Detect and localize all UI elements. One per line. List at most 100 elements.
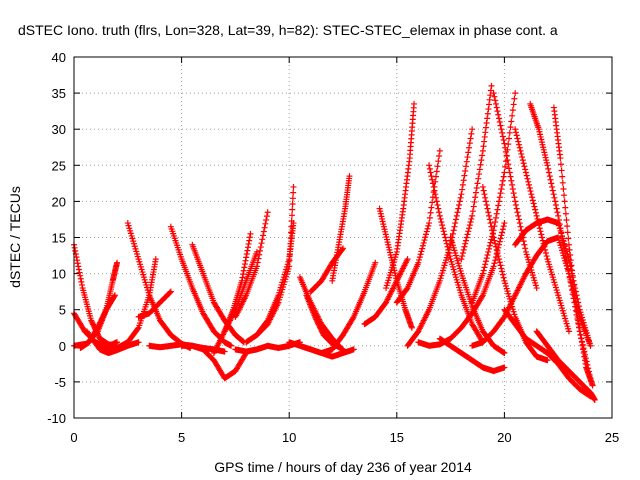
data-point (436, 153, 443, 160)
series-arc-07 (103, 256, 159, 353)
data-point (498, 232, 505, 239)
data-point (446, 249, 453, 256)
data-point (419, 242, 426, 249)
data-point (492, 214, 499, 221)
series-arc-17 (253, 220, 297, 338)
data-point (429, 176, 436, 183)
data-point (522, 270, 529, 277)
data-point (500, 223, 507, 230)
series-arc-45 (415, 220, 508, 349)
data-point (465, 149, 472, 156)
data-point (480, 187, 487, 194)
data-point (498, 126, 505, 133)
data-point (523, 172, 530, 179)
data-point (242, 257, 249, 264)
data-point (517, 147, 524, 154)
data-point (486, 242, 493, 249)
data-point (493, 251, 500, 258)
data-point (496, 194, 503, 201)
data-point (486, 212, 493, 219)
data-point (456, 202, 463, 209)
x-axis-label: GPS time / hours of day 236 of year 2014 (214, 459, 472, 475)
data-point (497, 122, 504, 129)
data-point (240, 271, 247, 278)
data-point (468, 130, 475, 137)
data-point (426, 220, 433, 227)
data-point (263, 216, 270, 223)
data-point (441, 231, 448, 238)
data-point (419, 245, 426, 252)
data-point (429, 180, 436, 187)
data-point (483, 120, 490, 127)
data-point (449, 230, 456, 237)
data-point (532, 206, 539, 213)
series-arc-26 (376, 205, 415, 331)
data-point (450, 227, 457, 234)
data-point (492, 240, 499, 247)
data-point (527, 188, 534, 195)
data-point (501, 220, 508, 227)
data-point (495, 111, 502, 118)
data-point (481, 133, 488, 140)
data-point (482, 124, 489, 131)
data-point (516, 141, 523, 148)
data-point (568, 266, 575, 273)
data-point (496, 238, 503, 245)
data-point (246, 234, 253, 241)
y-tick-label: 0 (59, 339, 66, 354)
y-tick-label: 5 (59, 303, 66, 318)
data-point (482, 129, 489, 136)
data-point (506, 169, 513, 176)
data-point (500, 173, 507, 180)
data-point (517, 223, 524, 230)
data-point (521, 241, 528, 248)
data-point (480, 143, 487, 150)
data-point (245, 240, 252, 247)
data-point (549, 183, 556, 190)
data-point (576, 328, 583, 335)
data-point (456, 198, 463, 205)
data-point (525, 178, 532, 185)
data-point (257, 244, 264, 251)
data-point (522, 166, 529, 173)
plot-frame (73, 56, 613, 419)
data-point (463, 234, 470, 241)
data-point (493, 210, 500, 217)
data-point (587, 342, 594, 349)
data-point (457, 194, 464, 201)
data-point (528, 191, 535, 198)
data-point (515, 212, 522, 219)
data-point (495, 244, 502, 251)
data-point (264, 209, 271, 216)
data-point (549, 187, 556, 194)
data-point (114, 339, 121, 346)
data-point (587, 375, 594, 382)
data-point (481, 138, 488, 145)
data-point (558, 167, 565, 174)
data-point (459, 186, 466, 193)
data-point (436, 209, 443, 216)
data-point (485, 209, 492, 216)
data-point (404, 256, 411, 263)
data-point (431, 187, 438, 194)
data-point (552, 202, 559, 209)
series-arc-19 (286, 339, 357, 360)
data-point (486, 216, 493, 223)
data-point (468, 215, 475, 222)
data-point (134, 325, 141, 332)
data-point (350, 346, 357, 353)
data-point (582, 351, 589, 358)
data-point (591, 396, 598, 403)
data-point (221, 348, 228, 355)
data-point (494, 108, 501, 115)
data-point (415, 259, 422, 266)
data-point (289, 195, 296, 202)
data-point (420, 239, 427, 246)
series-arc-44 (469, 270, 529, 349)
data-point (428, 173, 435, 180)
data-point (427, 169, 434, 176)
data-point (565, 328, 572, 335)
data-point (451, 223, 458, 230)
data-point (497, 262, 504, 269)
data-point (469, 208, 476, 215)
